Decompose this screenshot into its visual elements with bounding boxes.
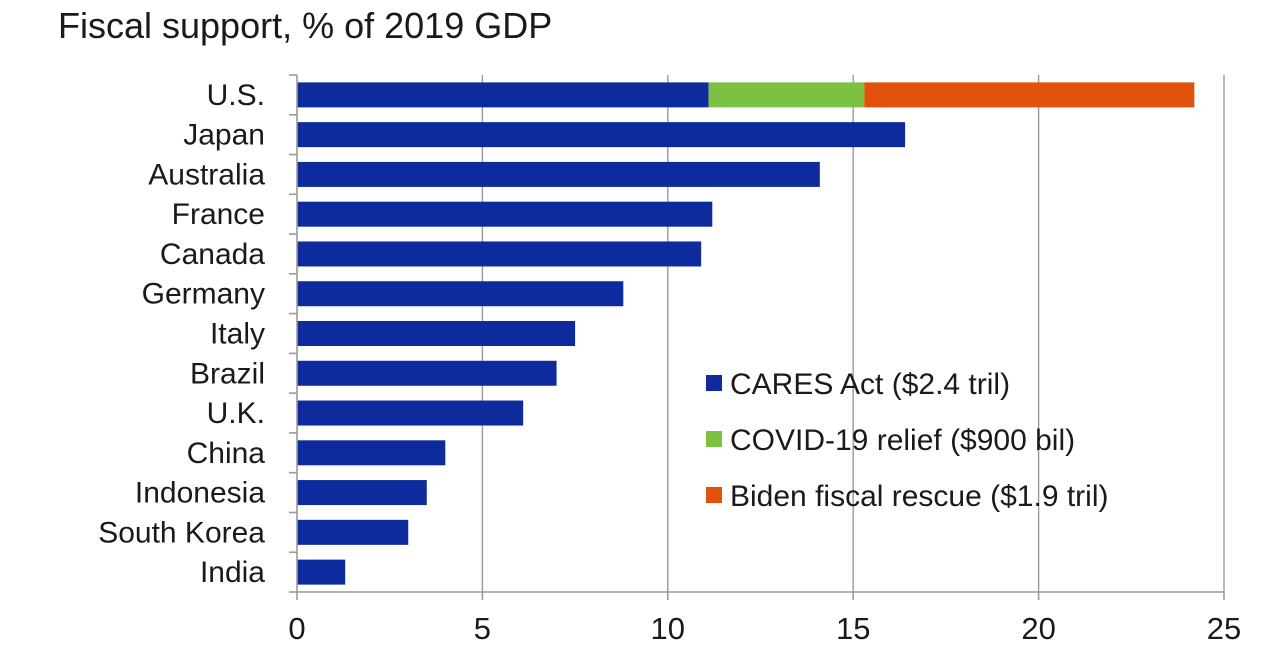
- category-label-u-s: U.S.: [207, 79, 265, 112]
- x-tick-labels: 0 5 10 15 20 25: [288, 611, 1241, 646]
- bar-china-series-1: [297, 440, 446, 466]
- category-label-india: India: [200, 556, 265, 589]
- category-label-canada: Canada: [160, 238, 265, 271]
- bar-australia-series-1: [297, 161, 820, 187]
- category-label-u-k: U.K.: [207, 397, 265, 430]
- legend-swatch-2: [706, 431, 722, 447]
- bar-u-s-series-3: [864, 82, 1195, 108]
- category-label-japan: Japan: [183, 119, 265, 152]
- x-tick-label-15: 15: [836, 611, 870, 646]
- bar-japan-series-1: [297, 122, 906, 148]
- bar-canada-series-1: [297, 241, 702, 267]
- bar-indonesia-series-1: [297, 480, 427, 506]
- category-label-germany: Germany: [142, 278, 265, 311]
- legend-label-1: CARES Act ($2.4 tril): [730, 368, 1010, 401]
- legend-label-3: Biden fiscal rescue ($1.9 tril): [730, 480, 1109, 513]
- category-label-brazil: Brazil: [190, 357, 265, 390]
- legend: CARES Act ($2.4 tril) COVID-19 relief ($9…: [706, 368, 1109, 513]
- category-label-italy: Italy: [210, 318, 265, 351]
- category-label-south-korea: South Korea: [98, 516, 265, 549]
- bar-italy-series-1: [297, 321, 576, 346]
- bar-india-series-1: [297, 559, 346, 585]
- x-tick-label-10: 10: [651, 611, 685, 646]
- chart-title: Fiscal support, % of 2019 GDP: [58, 5, 552, 46]
- category-labels: U.S. Japan Australia France Canada Germany Ita…: [98, 79, 265, 589]
- bar-germany-series-1: [297, 281, 624, 307]
- category-label-australia: Australia: [148, 158, 265, 191]
- bar-u-s-series-1: [297, 82, 709, 108]
- bar-france-series-1: [297, 201, 713, 227]
- x-tick-label-0: 0: [288, 611, 305, 646]
- axis-layer: [289, 74, 1225, 600]
- category-label-china: China: [187, 437, 266, 470]
- legend-swatch-3: [706, 487, 722, 503]
- bar-u-k-series-1: [297, 400, 524, 426]
- legend-label-2: COVID-19 relief ($900 bil): [730, 424, 1075, 457]
- category-label-france: France: [172, 198, 265, 231]
- bar-u-s-series-2: [708, 82, 865, 108]
- x-tick-label-20: 20: [1021, 611, 1055, 646]
- x-tick-label-25: 25: [1207, 611, 1241, 646]
- bar-brazil-series-1: [297, 360, 557, 386]
- category-label-indonesia: Indonesia: [135, 477, 265, 510]
- x-tick-label-5: 5: [474, 611, 491, 646]
- bar-south-korea-series-1: [297, 519, 409, 545]
- bars-layer: [297, 82, 1195, 585]
- grid-layer: [481, 75, 1225, 592]
- legend-swatch-1: [706, 375, 722, 391]
